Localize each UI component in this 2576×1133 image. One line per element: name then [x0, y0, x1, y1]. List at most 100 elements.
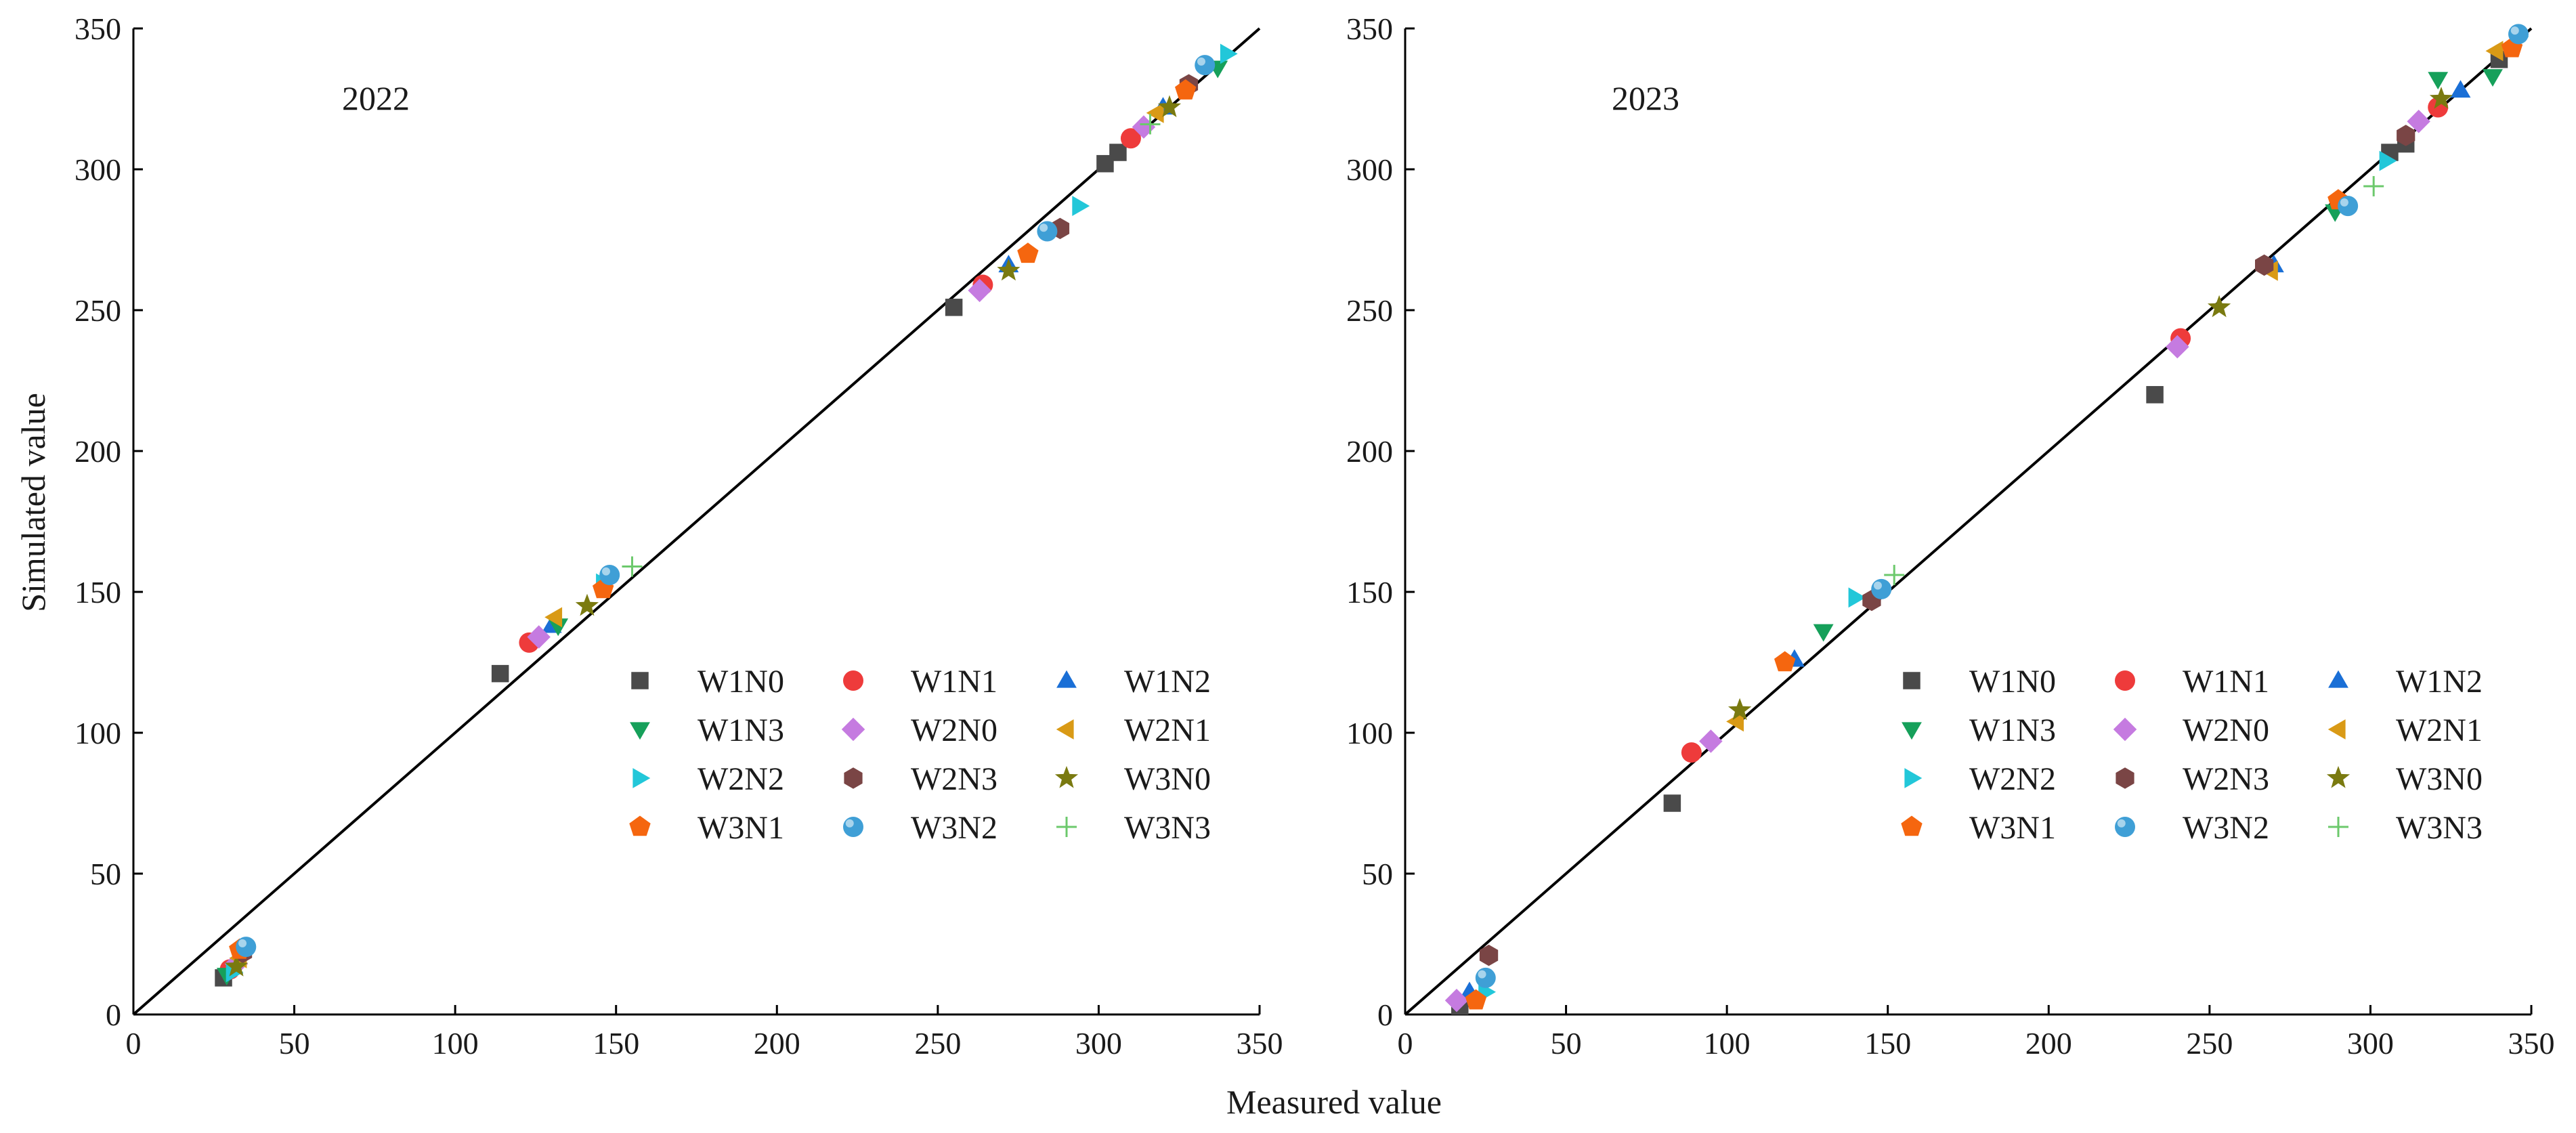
- data-point-w2n2: [1848, 587, 1866, 608]
- data-point-w2n1: [1146, 102, 1164, 123]
- axis-ticks: 0 50 100 150 200 250 300 350 0 50 100 150 200 250 300 3…: [1346, 12, 2555, 1061]
- x-tick-label: 350: [1237, 1026, 1283, 1061]
- data-point-w3n2: [1037, 221, 1058, 242]
- legend-marker-w2n1: [2327, 719, 2346, 740]
- data-point-w3n2: [236, 937, 257, 958]
- panel-2022: 2022 0 50 100 150 200 250 300 350 0 50 100 150 200 25…: [74, 12, 1283, 1061]
- axis-ticks: 0 50 100 150 200 250 300 350 0 50 100 150 200 250 300 3…: [74, 12, 1283, 1061]
- x-tick-label: 0: [126, 1026, 142, 1061]
- data-point-w3n0: [2208, 295, 2231, 318]
- data-point-w2n2: [2379, 150, 2397, 171]
- data-point-w1n3: [548, 618, 569, 637]
- legend-label: W1N1: [2183, 664, 2269, 700]
- legend-label: W2N2: [697, 761, 784, 797]
- data-point-w3n1: [1465, 989, 1487, 1010]
- legend-marker-w3n3: [2328, 817, 2348, 837]
- data-point-w3n3: [2363, 175, 2384, 196]
- data-point-w3n1: [1175, 79, 1197, 100]
- legend-marker-w2n0: [841, 717, 865, 742]
- y-tick-label: 250: [1346, 293, 1393, 328]
- legend-item-w1n3: W1N3: [1902, 712, 2056, 748]
- data-point-w1n0: [2146, 386, 2164, 404]
- data-point-w2n0: [2407, 110, 2430, 133]
- data-point-w1n0: [1663, 794, 1681, 812]
- data-point-w2n0: [1699, 729, 1723, 753]
- legend-item-w1n1: W1N1: [843, 664, 997, 700]
- legend-label: W2N2: [1969, 761, 2056, 797]
- y-tick-label: 0: [1377, 998, 1393, 1032]
- legend-marker-w3n3: [1056, 817, 1077, 837]
- data-point-w3n2: [2338, 196, 2359, 217]
- y-tick-label: 200: [74, 434, 121, 469]
- data-point-w2n2: [1072, 196, 1090, 216]
- legend-marker-w1n2: [1056, 670, 1077, 688]
- y-tick-label: 50: [1362, 857, 1393, 891]
- reference-line-1to1: [1404, 27, 2533, 1016]
- legend-item-w2n3: W2N3: [2116, 761, 2269, 797]
- data-point-w1n0: [491, 664, 509, 683]
- legend-item-w3n3: W3N3: [1056, 810, 1211, 846]
- legend-item-w1n1: W1N1: [2115, 664, 2269, 700]
- legend-item-w2n2: W2N2: [632, 761, 784, 797]
- y-tick-label: 100: [1346, 716, 1393, 750]
- legend-marker-w3n1: [1901, 815, 1923, 836]
- data-point-w3n1: [1017, 242, 1039, 263]
- legend-label: W1N2: [2396, 664, 2483, 700]
- y-tick-label: 200: [1346, 434, 1393, 469]
- legend: W1N0 W1N1 W1N2 W1N3 W2N0 W2N1 W2N2 W2N3 W3N0 W3N1…: [629, 664, 1211, 846]
- x-tick-label: 200: [2025, 1026, 2072, 1061]
- data-point-w2n3: [1479, 944, 1499, 966]
- data-point-w1n0: [1109, 144, 1127, 161]
- legend-item-w3n2: W3N2: [843, 810, 997, 846]
- legend-marker-w3n0: [2326, 766, 2350, 788]
- data-point-w2n0: [1444, 989, 1469, 1012]
- panel-year-label: 2022: [342, 79, 410, 117]
- legend-item-w3n3: W3N3: [2328, 810, 2483, 846]
- data-point-w2n2: [1220, 43, 1238, 64]
- y-tick-label: 100: [74, 716, 121, 750]
- legend-item-w3n1: W3N1: [1901, 810, 2056, 846]
- legend-label: W1N0: [1969, 664, 2056, 700]
- y-tick-label: 150: [1346, 575, 1393, 610]
- x-tick-label: 250: [914, 1026, 961, 1061]
- legend-label: W3N1: [697, 810, 784, 846]
- legend-marker-w1n0: [631, 672, 649, 689]
- data-point-w2n0: [2166, 335, 2189, 359]
- y-tick-label: 300: [1346, 152, 1393, 187]
- legend-item-w2n0: W2N0: [841, 712, 997, 748]
- data-point-w3n1: [1774, 651, 1796, 672]
- legend-label: W2N3: [911, 761, 997, 797]
- y-tick-label: 0: [106, 998, 121, 1032]
- panel-2023: 2023 0 50 100 150 200 250 300 350 0 50 100 150 200 25…: [1346, 12, 2555, 1061]
- legend-marker-w1n1: [843, 670, 863, 691]
- data-point-w1n0: [945, 299, 963, 316]
- data-point-w3n2: [599, 565, 620, 586]
- data-point-w3n0: [1157, 95, 1182, 117]
- data-point-w1n2: [2450, 80, 2471, 98]
- legend-label: W3N0: [2396, 761, 2483, 797]
- data-point-w3n0: [575, 593, 599, 616]
- legend-marker-w2n3: [844, 767, 863, 789]
- legend-item-w3n0: W3N0: [1054, 761, 1211, 797]
- x-tick-label: 250: [2186, 1026, 2233, 1061]
- reference-line-1to1: [132, 27, 1261, 1016]
- y-tick-label: 350: [1346, 12, 1393, 46]
- data-point-w1n1: [1120, 128, 1141, 149]
- data-points: [215, 43, 1238, 987]
- x-tick-label: 300: [2347, 1026, 2394, 1061]
- data-point-w3n3: [1140, 114, 1161, 135]
- legend-item-w1n2: W1N2: [2328, 664, 2483, 700]
- legend-label: W3N3: [1124, 810, 1211, 846]
- x-tick-label: 50: [279, 1026, 310, 1061]
- data-points: [1444, 24, 2529, 1015]
- legend-marker-w1n1: [2115, 670, 2135, 691]
- legend-item-w1n3: W1N3: [630, 712, 784, 748]
- legend-marker-w2n1: [1056, 719, 1074, 740]
- legend-item-w2n2: W2N2: [1904, 761, 2056, 797]
- data-point-w1n3: [2428, 72, 2449, 90]
- data-point-w2n1: [1726, 711, 1744, 732]
- legend-marker-w3n0: [1054, 766, 1079, 788]
- legend-label: W2N1: [1124, 712, 1211, 748]
- y-tick-label: 50: [90, 857, 121, 891]
- data-point-w2n3: [2255, 254, 2274, 276]
